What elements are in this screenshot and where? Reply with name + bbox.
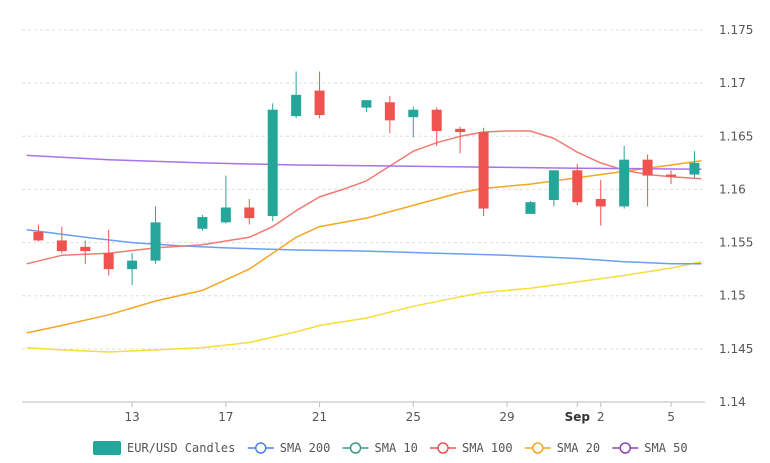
candle[interactable]: [80, 240, 91, 264]
candle[interactable]: [525, 201, 536, 214]
x-tick-label: 25: [406, 410, 421, 424]
candle-body: [361, 100, 372, 108]
candle-body: [619, 159, 630, 207]
candle-body: [244, 207, 255, 219]
y-tick-label: 1.16: [719, 182, 746, 196]
candle[interactable]: [291, 71, 302, 119]
legend-label: SMA 100: [462, 441, 513, 455]
legend-item-sma-100[interactable]: SMA 100: [430, 441, 513, 455]
legend-label: SMA 200: [280, 441, 331, 455]
candle-body: [127, 260, 138, 270]
x-tick-label: 2: [597, 410, 605, 424]
legend-item-sma-20[interactable]: SMA 20: [524, 441, 600, 455]
candle[interactable]: [150, 206, 161, 264]
candle-body: [80, 246, 91, 252]
candle[interactable]: [197, 214, 208, 231]
candle-body: [525, 202, 536, 214]
candle[interactable]: [572, 163, 583, 206]
y-tick-label: 1.165: [719, 129, 753, 143]
x-tick-label: 13: [124, 410, 139, 424]
candle-body: [642, 159, 653, 176]
candle[interactable]: [244, 198, 255, 225]
candle-body: [572, 170, 583, 203]
candle-body: [595, 198, 606, 207]
candle[interactable]: [666, 170, 677, 185]
legend-box-icon: [93, 441, 121, 455]
candle-body: [291, 94, 302, 117]
candle[interactable]: [595, 179, 606, 226]
x-tick-label: 21: [312, 410, 327, 424]
x-tick-label: 29: [499, 410, 514, 424]
candle[interactable]: [103, 229, 114, 276]
legend-circle-icon: [532, 442, 544, 454]
candle-body: [384, 102, 395, 121]
candle-body: [56, 240, 67, 252]
candle-body: [689, 162, 700, 175]
y-tick-label: 1.15: [719, 289, 746, 303]
y-tick-label: 1.175: [719, 23, 753, 37]
candle-body: [220, 207, 231, 223]
candle[interactable]: [455, 126, 466, 154]
candle[interactable]: [361, 100, 372, 112]
x-tick-label: 5: [667, 410, 675, 424]
grid-lines: [22, 29, 705, 403]
sma-50-line: [26, 154, 702, 170]
unlabeled-sma-line: [26, 260, 702, 353]
candle[interactable]: [33, 224, 44, 242]
x-tick-label: 17: [218, 410, 233, 424]
candle-body: [150, 222, 161, 261]
candle[interactable]: [384, 95, 395, 134]
candle-body: [267, 109, 278, 216]
candle[interactable]: [314, 71, 325, 119]
candle[interactable]: [431, 107, 442, 146]
candle[interactable]: [267, 103, 278, 222]
sma-200-line: [26, 229, 702, 265]
x-axis: 13 17 21 25 29 Sep 2 5: [124, 402, 675, 424]
candle-body: [666, 174, 677, 177]
candle[interactable]: [127, 253, 138, 286]
y-tick-label: 1.145: [719, 342, 753, 356]
candle[interactable]: [548, 170, 559, 207]
candle-body: [478, 132, 489, 209]
legend-circle-icon: [349, 442, 362, 454]
candle-body: [33, 231, 44, 241]
candle-body: [314, 90, 325, 116]
candle[interactable]: [478, 127, 489, 216]
x-tick-label: Sep: [565, 410, 591, 424]
y-tick-label: 1.155: [719, 236, 753, 250]
legend-item-sma-10[interactable]: SMA 10: [342, 441, 418, 455]
sma-20-line: [26, 159, 702, 334]
legend-label: SMA 20: [557, 441, 600, 455]
legend[interactable]: EUR/USD Candles SMA 200 SMA 10 SMA 100 SMA 2…: [93, 441, 688, 455]
legend-label: SMA 10: [375, 441, 418, 455]
y-tick-label: 1.17: [719, 76, 746, 90]
legend-circle-icon: [255, 442, 267, 454]
y-axis: 1.14 1.145 1.15 1.155 1.16 1.165 1.17 1.175: [719, 23, 753, 409]
legend-item-sma-50[interactable]: SMA 50: [612, 441, 688, 455]
legend-item-sma-200[interactable]: SMA 200: [247, 441, 331, 455]
candle[interactable]: [408, 106, 419, 138]
legend-label: SMA 50: [644, 441, 687, 455]
candle-body: [548, 170, 559, 201]
candles: [33, 71, 700, 286]
candle-body: [408, 109, 419, 118]
sma-lines: [26, 130, 702, 353]
candle[interactable]: [642, 154, 653, 207]
candle[interactable]: [56, 226, 67, 254]
y-tick-label: 1.14: [719, 395, 746, 409]
legend-circle-icon: [619, 442, 631, 454]
candle-body: [455, 128, 466, 133]
candle-body: [197, 217, 208, 229]
legend-label: EUR/USD Candles: [127, 441, 235, 455]
sma-100-line: [26, 130, 702, 265]
candle[interactable]: [619, 145, 630, 209]
candle-body: [431, 109, 442, 131]
legend-circle-icon: [437, 442, 449, 454]
candle-body: [103, 253, 114, 270]
candle[interactable]: [689, 151, 700, 178]
candle[interactable]: [220, 175, 231, 224]
legend-item-eur-usd-candles[interactable]: EUR/USD Candles: [93, 441, 235, 455]
